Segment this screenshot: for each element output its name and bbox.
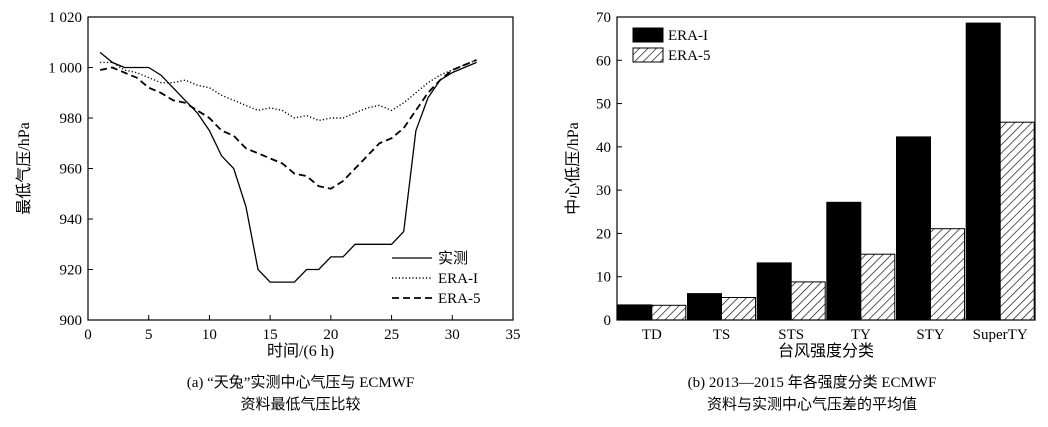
panel-a-ticks: 900 920 940 960 980 1 000 1 020 0 5 10 15 20 25 30 35	[48, 10, 520, 343]
y-tick-label: 30	[596, 183, 611, 199]
y-tick-label: 1 020	[48, 10, 82, 26]
panel-b-bars	[617, 22, 1035, 321]
bar-era-5-sts	[790, 281, 826, 321]
series-line-era-5	[99, 59, 477, 190]
bar-era-i-td	[617, 304, 653, 321]
y-tick-label: 50	[596, 97, 611, 113]
panel-b-caption-line-2: 资料与实测中心气压差的平均值	[707, 396, 917, 413]
panel-a-caption-line-2: 资料最低气压比较	[240, 395, 360, 413]
x-tick-label-td: TD	[642, 327, 662, 343]
panel-a-x-axis-label: 时间/(6 h)	[267, 342, 334, 360]
panel-b-plot-frame	[616, 16, 1036, 321]
series-line-observed	[99, 51, 477, 283]
y-tick-label: 900	[60, 313, 83, 329]
bar-era-5-sty	[930, 228, 965, 321]
panel-a-legend: 实测 ERA-I ERA-5	[392, 250, 481, 307]
bar-era-5-ty	[860, 253, 896, 321]
bar-era-i-ty	[826, 201, 862, 321]
legend-entry-label: ERA-I	[668, 28, 708, 44]
x-tick-label: 0	[84, 327, 92, 343]
series-line-era-i	[100, 59, 477, 122]
y-tick-label: 10	[596, 270, 611, 286]
bar-era-5-td	[651, 304, 687, 321]
y-tick-label: 960	[60, 162, 83, 178]
y-tick-label: 0	[604, 313, 612, 329]
panel-b-x-axis-label: 台风强度分类	[778, 342, 874, 360]
legend-swatch-era-i	[632, 27, 664, 43]
y-tick-label: 60	[596, 53, 611, 69]
x-tick-label-sts: STS	[778, 327, 804, 343]
y-tick-label: 20	[596, 226, 611, 242]
legend-entry-label: ERA-5	[438, 291, 481, 307]
bar-era-i-ts	[687, 293, 722, 321]
panel-b-legend: ERA-I ERA-5	[632, 27, 711, 64]
panel-a-series	[99, 51, 477, 283]
panel-a-caption-line-1: (a) “天兔”实测中心气压与 ECMWF	[187, 374, 414, 391]
x-tick-label-sty: STY	[916, 327, 945, 343]
panel-b: 0 10 20 30 40 50 60 70 TD TS STS TY STY SuperTY 台风强度分…	[564, 10, 1036, 413]
bar-era-5-ts	[721, 297, 756, 321]
x-tick-label-ty: TY	[851, 327, 871, 343]
legend-swatch-era-5	[632, 47, 664, 63]
legend-entry-label: ERA-5	[668, 48, 711, 64]
x-tick-label: 5	[145, 327, 153, 343]
x-tick-label: 25	[384, 327, 399, 343]
panel-b-ticks: 0 10 20 30 40 50 60 70 TD TS STS TY STY SuperTY	[596, 10, 1028, 343]
x-tick-label: 30	[445, 327, 460, 343]
panel-b-caption-line-1: (b) 2013—2015 年各强度分类 ECMWF	[688, 374, 937, 391]
x-tick-label: 15	[263, 327, 278, 343]
x-tick-label-superty: SuperTY	[973, 327, 1028, 343]
bar-era-5-superty	[999, 121, 1035, 321]
bar-era-i-superty	[965, 22, 1001, 321]
panel-b-y-axis-label: 中心低压/hPa	[564, 122, 582, 214]
y-tick-label: 920	[60, 263, 83, 279]
x-tick-label: 35	[506, 327, 521, 343]
x-tick-label: 20	[323, 327, 338, 343]
bar-era-i-sty	[896, 136, 931, 321]
y-tick-label: 40	[596, 140, 611, 156]
legend-entry-label: 实测	[438, 250, 468, 267]
y-tick-label: 940	[60, 212, 83, 228]
x-tick-label-ts: TS	[713, 327, 731, 343]
y-tick-label: 1 000	[48, 61, 82, 77]
legend-entry-label: ERA-I	[438, 271, 478, 287]
bar-era-i-sts	[756, 262, 792, 321]
panel-a-y-axis-label: 最低气压/hPa	[15, 122, 33, 214]
y-tick-label: 980	[60, 111, 83, 127]
x-tick-label: 10	[202, 327, 217, 343]
y-tick-label: 70	[596, 10, 611, 26]
